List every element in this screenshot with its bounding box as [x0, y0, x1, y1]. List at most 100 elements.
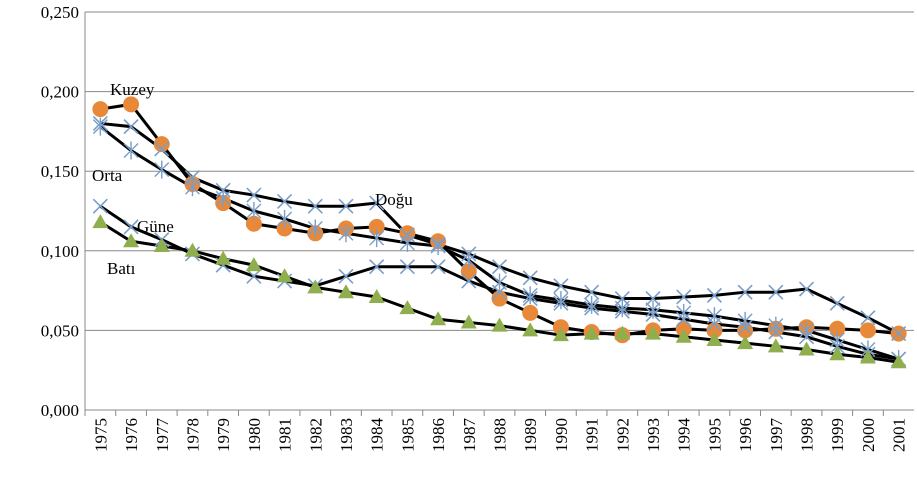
point-marker [153, 136, 170, 153]
marker-shape [430, 237, 446, 256]
marker-shape [584, 284, 600, 300]
point-marker [430, 259, 446, 275]
marker-shape [860, 310, 876, 326]
point-marker [215, 250, 232, 265]
x-tick-label: 1975 [91, 418, 110, 452]
marker-shape [123, 119, 139, 135]
marker-shape [614, 325, 631, 340]
x-tick-label: 1993 [644, 418, 663, 452]
point-marker [154, 141, 170, 157]
y-tick-label: 0,050 [41, 321, 79, 340]
marker-shape [706, 307, 722, 326]
point-marker [276, 220, 293, 237]
point-marker [460, 314, 477, 329]
marker-shape [338, 198, 354, 214]
point-marker [277, 193, 293, 210]
point-marker [522, 304, 539, 321]
point-marker [614, 325, 631, 340]
point-marker [798, 329, 815, 345]
point-marker [369, 259, 385, 275]
point-marker [153, 238, 170, 253]
x-tick-label: 1995 [705, 418, 724, 452]
point-marker [522, 270, 538, 286]
marker-shape [584, 295, 600, 314]
point-marker [123, 141, 139, 160]
marker-shape [277, 209, 293, 228]
point-marker [245, 215, 262, 232]
marker-shape [369, 195, 385, 211]
series-label: Orta [92, 166, 123, 185]
marker-shape [798, 329, 815, 345]
point-marker [706, 322, 723, 339]
y-tick-label: 0,150 [41, 162, 79, 181]
series-label: Batı [107, 259, 136, 278]
x-tick-label: 1992 [613, 418, 632, 452]
point-marker [522, 290, 538, 307]
point-marker [829, 346, 846, 361]
marker-shape [154, 160, 170, 179]
marker-shape [307, 198, 323, 214]
marker-shape [890, 354, 907, 369]
marker-shape [798, 341, 815, 356]
point-marker [184, 242, 201, 257]
marker-shape [461, 273, 477, 289]
point-marker [246, 268, 262, 284]
point-marker [645, 300, 661, 319]
point-marker [768, 324, 784, 340]
x-tick-label: 1991 [583, 418, 602, 452]
point-marker [491, 284, 508, 300]
point-marker [676, 289, 692, 305]
point-marker [645, 325, 662, 340]
point-marker [584, 284, 600, 300]
marker-shape [430, 311, 447, 326]
point-marker [399, 233, 415, 252]
x-tick-label: 1984 [368, 418, 387, 453]
series-label: Doğu [375, 190, 413, 209]
marker-shape [215, 250, 232, 265]
point-marker [246, 187, 262, 203]
marker-shape [153, 136, 170, 153]
point-marker [829, 320, 846, 337]
point-marker [553, 278, 569, 294]
point-marker [552, 327, 569, 342]
point-marker [307, 198, 323, 214]
y-tick-label: 0,200 [41, 83, 79, 102]
point-marker [890, 354, 907, 369]
marker-shape [706, 316, 722, 332]
marker-shape [553, 295, 569, 311]
x-tick-label: 1983 [337, 418, 356, 452]
marker-shape [245, 257, 262, 272]
point-marker [399, 225, 416, 242]
point-marker [706, 287, 722, 303]
marker-shape [553, 278, 569, 294]
point-marker [92, 214, 109, 229]
point-marker [460, 263, 477, 280]
x-tick-label: 1989 [521, 418, 540, 452]
marker-shape [368, 218, 385, 235]
marker-shape [338, 224, 354, 243]
marker-shape [552, 327, 569, 342]
marker-shape [92, 117, 108, 136]
point-marker [245, 257, 262, 272]
marker-shape [522, 304, 539, 321]
marker-shape [123, 219, 139, 235]
point-marker [338, 268, 354, 284]
point-marker [491, 290, 508, 307]
point-marker [584, 300, 600, 316]
marker-shape [829, 320, 846, 337]
point-marker [522, 286, 538, 305]
marker-shape [522, 270, 538, 286]
point-marker [859, 349, 876, 364]
marker-shape [215, 189, 231, 208]
point-marker [154, 160, 170, 179]
marker-shape [491, 259, 508, 275]
marker-shape [92, 198, 108, 214]
point-marker [337, 284, 354, 299]
marker-shape [123, 96, 140, 113]
x-tick-label: 1977 [153, 418, 172, 453]
marker-shape [891, 326, 907, 342]
point-marker [737, 322, 754, 339]
marker-shape [276, 220, 293, 237]
marker-shape [276, 268, 293, 283]
point-marker [891, 326, 907, 342]
